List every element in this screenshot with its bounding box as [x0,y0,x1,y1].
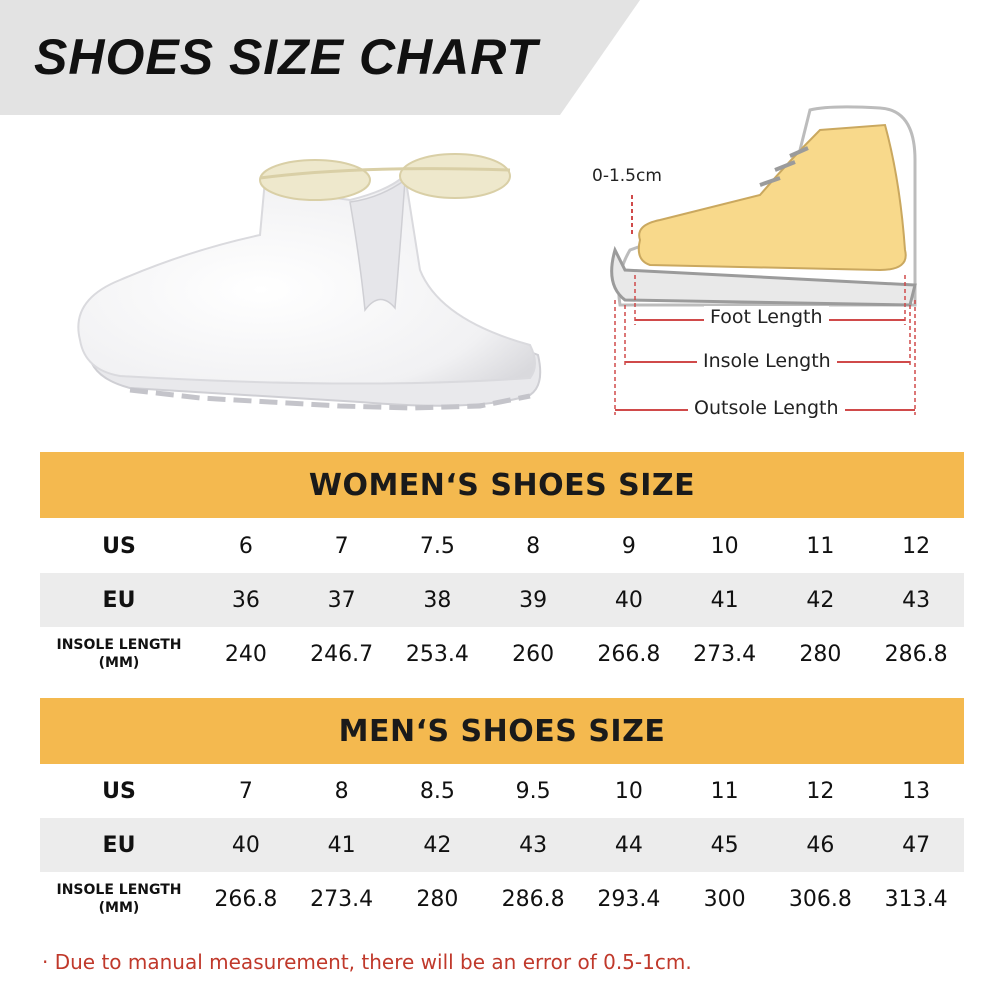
men-insole-cell: 313.4 [884,886,948,912]
men-eu-cell: 40 [231,832,260,858]
men-us-cell: 9.5 [515,778,551,804]
women-us-row: US 6 7 7.5 8 9 10 11 12 [40,519,964,573]
women-us-cell: 8 [526,533,541,559]
men-eu-label: EU [102,832,136,858]
women-us-cell: 11 [806,533,835,559]
women-insole-cell: 253.4 [405,641,469,667]
men-insole-cell: 293.4 [597,886,661,912]
women-eu-cell: 39 [519,587,548,613]
men-us-cell: 10 [614,778,643,804]
women-insole-cell: 266.8 [597,641,661,667]
men-us-label: US [102,778,136,804]
foot-diagram [610,105,917,415]
men-eu-cell: 44 [614,832,643,858]
women-insole-cell: 286.8 [884,641,948,667]
men-insole-cell: 286.8 [501,886,565,912]
women-us-cell: 9 [621,533,636,559]
title-band-shape [0,0,640,115]
women-us-cell: 6 [238,533,253,559]
men-insole-label: INSOLE LENGTH (MM) [40,881,198,917]
women-us-label: US [102,533,136,559]
men-eu-cell: 47 [902,832,931,858]
women-us-cell: 10 [710,533,739,559]
women-us-cell: 7 [334,533,349,559]
women-insole-cell: 260 [512,641,555,667]
men-us-row: US 7 8 8.5 9.5 10 11 12 13 [40,764,964,818]
women-eu-row: EU 36 37 38 39 40 41 42 43 [40,573,964,627]
foot-length-label: Foot Length [704,306,829,328]
men-insole-cell: 306.8 [788,886,852,912]
women-size-header: WOMEN‘S SHOES SIZE [40,452,964,518]
men-us-cell: 13 [902,778,931,804]
women-insole-cell: 280 [799,641,842,667]
women-eu-cell: 36 [231,587,260,613]
men-us-cell: 7 [238,778,253,804]
women-insole-label-line1: INSOLE LENGTH [56,637,182,653]
men-us-cell: 8.5 [419,778,455,804]
men-insole-label-line2: (MM) [98,900,140,916]
women-eu-cell: 37 [327,587,356,613]
women-insole-row: INSOLE LENGTH (MM) 240 246.7 253.4 260 2… [40,627,964,681]
men-insole-label-line1: INSOLE LENGTH [56,882,182,898]
women-insole-label: INSOLE LENGTH (MM) [40,636,198,672]
men-size-header: MEN‘S SHOES SIZE [40,698,964,764]
men-eu-cell: 46 [806,832,835,858]
men-eu-cell: 42 [423,832,452,858]
measurement-note: · Due to manual measurement, there will … [42,950,692,974]
margin-label: 0-1.5cm [592,166,662,186]
women-us-cell: 7.5 [419,533,455,559]
women-insole-label-line2: (MM) [98,655,140,671]
women-eu-cell: 40 [614,587,643,613]
men-insole-cell: 300 [703,886,746,912]
men-eu-cell: 43 [519,832,548,858]
men-eu-cell: 45 [710,832,739,858]
men-insole-cell: 273.4 [310,886,374,912]
women-eu-label: EU [102,587,136,613]
men-insole-cell: 280 [416,886,459,912]
page-title: SHOES SIZE CHART [34,29,539,85]
women-eu-cell: 38 [423,587,452,613]
women-insole-cell: 246.7 [310,641,374,667]
boot-image [77,153,542,411]
women-us-cell: 12 [902,533,931,559]
men-us-cell: 8 [334,778,349,804]
women-eu-cell: 41 [710,587,739,613]
men-us-cell: 11 [710,778,739,804]
outsole-length-label: Outsole Length [688,397,845,419]
women-eu-cell: 42 [806,587,835,613]
men-us-cell: 12 [806,778,835,804]
insole-length-label: Insole Length [697,350,837,372]
women-size-heading: WOMEN‘S SHOES SIZE [308,467,696,503]
men-insole-cell: 266.8 [214,886,278,912]
women-eu-cell: 43 [902,587,931,613]
men-size-heading: MEN‘S SHOES SIZE [338,713,666,749]
men-eu-cell: 41 [327,832,356,858]
men-insole-row: INSOLE LENGTH (MM) 266.8 273.4 280 286.8… [40,872,964,926]
men-eu-row: EU 40 41 42 43 44 45 46 47 [40,818,964,872]
women-insole-cell: 240 [224,641,267,667]
women-insole-cell: 273.4 [693,641,757,667]
